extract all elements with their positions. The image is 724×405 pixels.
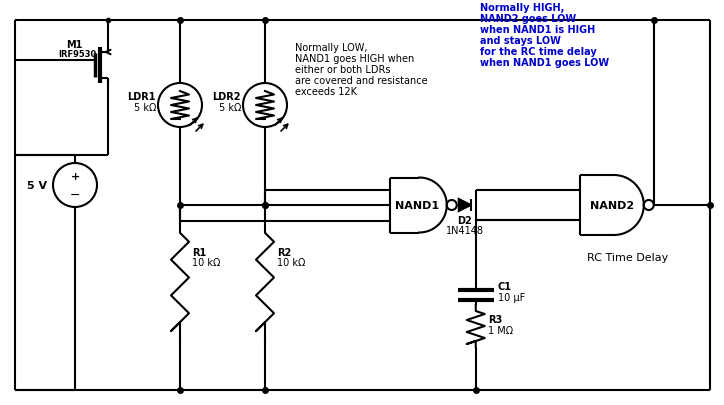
Text: either or both LDRs: either or both LDRs: [295, 65, 390, 75]
Text: 5 V: 5 V: [27, 181, 47, 190]
Text: 5 kΩ: 5 kΩ: [134, 103, 156, 113]
Text: NAND1: NAND1: [395, 200, 439, 211]
Text: M1: M1: [66, 40, 83, 50]
Text: when NAND1 is HIGH: when NAND1 is HIGH: [480, 25, 595, 35]
Text: when NAND1 goes LOW: when NAND1 goes LOW: [480, 58, 609, 68]
Text: LDR2: LDR2: [213, 92, 241, 102]
Text: NAND1 goes HIGH when: NAND1 goes HIGH when: [295, 54, 414, 64]
Text: R1: R1: [192, 247, 206, 257]
Text: 1N4148: 1N4148: [446, 226, 484, 235]
Text: 10 kΩ: 10 kΩ: [192, 257, 220, 267]
Text: R3: R3: [488, 315, 502, 325]
Text: and stays LOW: and stays LOW: [480, 36, 561, 46]
Text: Normally LOW,: Normally LOW,: [295, 43, 368, 53]
Text: R2: R2: [277, 247, 291, 257]
Text: 10 kΩ: 10 kΩ: [277, 257, 306, 267]
Text: Normally HIGH,: Normally HIGH,: [480, 3, 565, 13]
Text: IRF9530: IRF9530: [58, 50, 96, 59]
Text: 10 μF: 10 μF: [497, 292, 525, 302]
Text: D2: D2: [458, 215, 472, 226]
Polygon shape: [459, 200, 471, 211]
Text: 5 kΩ: 5 kΩ: [219, 103, 241, 113]
Text: NAND2 goes LOW: NAND2 goes LOW: [480, 14, 576, 24]
Text: NAND2: NAND2: [589, 200, 634, 211]
Text: for the RC time delay: for the RC time delay: [480, 47, 597, 57]
Text: exceeds 12K: exceeds 12K: [295, 87, 357, 97]
Text: +: +: [70, 172, 80, 181]
Text: are covered and resistance: are covered and resistance: [295, 76, 428, 86]
Text: C1: C1: [497, 281, 512, 291]
Text: RC Time Delay: RC Time Delay: [587, 252, 668, 262]
Text: 1 MΩ: 1 MΩ: [488, 326, 513, 336]
Text: −: −: [70, 188, 80, 201]
Text: LDR1: LDR1: [127, 92, 156, 102]
